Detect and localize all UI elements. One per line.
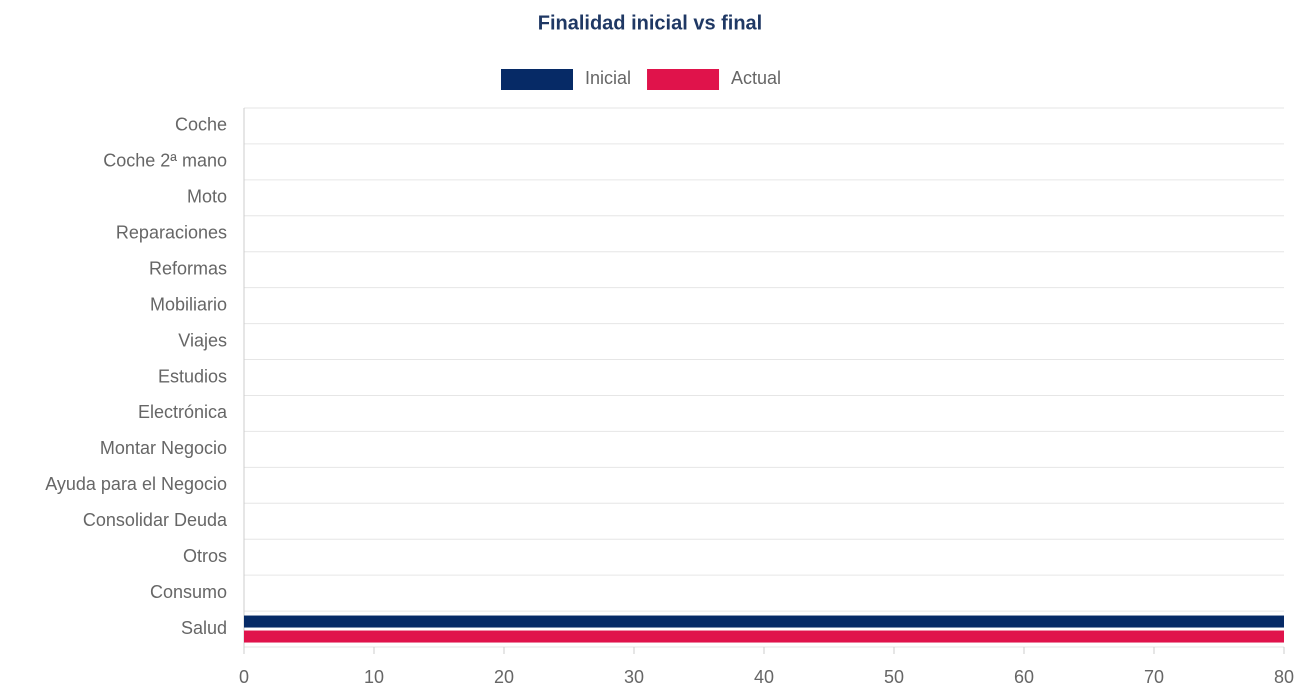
x-tick-label: 30	[624, 667, 644, 685]
y-tick-label: Otros	[183, 546, 227, 566]
legend-label: Inicial	[585, 68, 631, 88]
x-tick-label: 50	[884, 667, 904, 685]
legend-swatch	[647, 69, 720, 90]
y-tick-label: Consumo	[150, 582, 227, 602]
legend-label: Actual	[731, 68, 781, 88]
y-tick-label: Coche	[175, 115, 227, 135]
y-tick-label: Viajes	[178, 330, 227, 350]
legend-swatch	[501, 69, 573, 90]
bar	[244, 630, 1284, 643]
y-tick-label: Estudios	[158, 366, 227, 386]
y-tick-label: Consolidar Deuda	[83, 510, 228, 530]
y-tick-label: Electrónica	[138, 402, 228, 422]
y-tick-label: Reparaciones	[116, 223, 227, 243]
x-tick-label: 20	[494, 667, 514, 685]
y-tick-label: Reformas	[149, 258, 227, 278]
x-tick-label: 70	[1144, 667, 1164, 685]
y-tick-label: Montar Negocio	[100, 438, 227, 458]
y-tick-label: Mobiliario	[150, 294, 227, 314]
x-tick-label: 0	[239, 667, 249, 685]
chart-title: Finalidad inicial vs final	[538, 12, 763, 34]
bar	[244, 615, 1284, 628]
x-tick-label: 60	[1014, 667, 1034, 685]
x-tick-label: 40	[754, 667, 774, 685]
x-tick-label: 10	[364, 667, 384, 685]
y-tick-label: Salud	[181, 618, 227, 638]
y-tick-label: Moto	[187, 187, 227, 207]
x-tick-label: 80	[1274, 667, 1294, 685]
y-tick-label: Coche 2ª mano	[103, 151, 227, 171]
y-tick-label: Ayuda para el Negocio	[45, 474, 227, 494]
